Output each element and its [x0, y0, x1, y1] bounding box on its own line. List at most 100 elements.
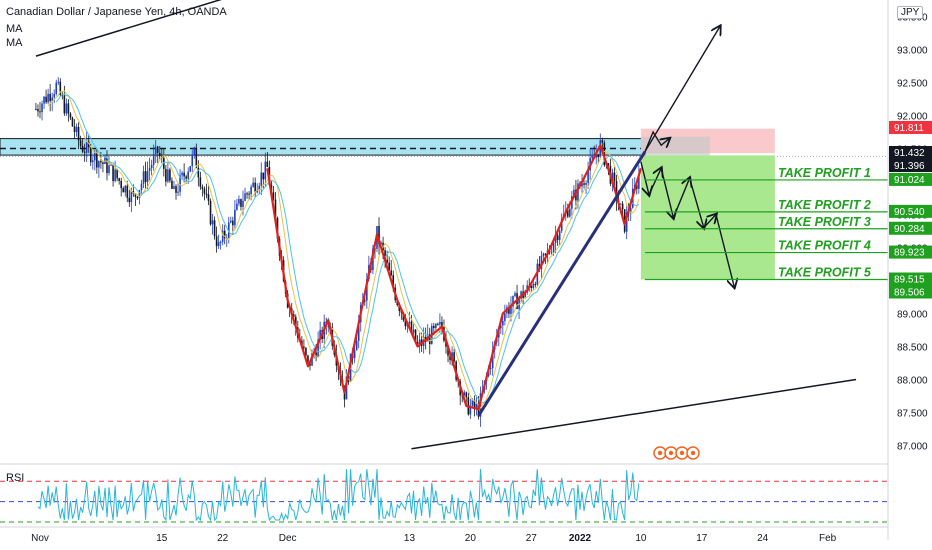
candle-body	[177, 191, 179, 193]
candle-body	[41, 103, 43, 113]
candle-body	[165, 168, 167, 182]
candle-body	[292, 314, 295, 317]
candle-body	[158, 152, 161, 157]
price-badge	[889, 120, 932, 134]
indicator-label-ma-1[interactable]: MA	[6, 23, 23, 35]
time-tick-label: Feb	[819, 533, 837, 544]
candle-body	[583, 183, 585, 185]
candle-body	[211, 220, 214, 225]
candle-body	[197, 167, 200, 178]
candle-body	[514, 293, 516, 296]
candle-body	[404, 320, 407, 327]
position-marker	[640, 136, 710, 156]
candle-body	[475, 403, 478, 408]
candle-body	[244, 193, 246, 201]
candle-body	[35, 108, 37, 110]
candle-body	[378, 225, 380, 245]
candle-body	[156, 146, 159, 153]
candle-body	[106, 157, 108, 174]
candle-body	[219, 241, 222, 243]
candle-body	[315, 352, 317, 357]
candle-body	[524, 292, 526, 299]
candle-body	[625, 212, 628, 232]
candle-body	[390, 270, 392, 276]
candle-body	[266, 161, 269, 168]
candle-body	[502, 320, 504, 326]
candle-body	[471, 399, 474, 406]
candle-body	[410, 321, 413, 333]
candle-body	[108, 165, 110, 174]
candle-body	[258, 185, 261, 190]
time-tick-label: 10	[635, 533, 647, 544]
candle-body	[142, 171, 145, 184]
rsi-label[interactable]: RSI	[6, 472, 25, 484]
rsi-line	[37, 469, 640, 522]
take-profit-label: TAKE PROFIT 3	[778, 215, 871, 229]
candle-body	[203, 188, 206, 194]
candle-body	[53, 93, 56, 98]
candle-body	[357, 322, 360, 341]
candle-body	[408, 321, 411, 324]
candle-body	[463, 392, 466, 396]
candle-body	[67, 103, 70, 114]
candle-body	[254, 182, 256, 193]
candle-body	[71, 117, 74, 127]
candle-body	[577, 183, 579, 201]
price-badge-label: 89.515	[894, 275, 925, 286]
event-icon-dot	[657, 450, 663, 456]
price-axis[interactable]: 87.00087.50088.00088.50089.00089.50090.0…	[887, 0, 932, 550]
forecast-up-arrow	[644, 26, 720, 153]
candle-body	[248, 193, 250, 195]
candle-body	[230, 220, 232, 223]
take-profit-zone	[640, 155, 775, 280]
candle-body	[128, 197, 131, 203]
candle-body	[207, 194, 210, 201]
forecast-zigzag-leg	[715, 214, 734, 288]
time-axis[interactable]: Nov 15 22 Dec 13 20 27 2022 10 17 24 Feb	[0, 526, 888, 544]
candle-body	[187, 171, 189, 179]
candle-body	[638, 174, 640, 189]
take-profit-label: TAKE PROFIT 4	[778, 239, 871, 253]
candle-body	[69, 113, 72, 118]
candle-body	[167, 169, 169, 182]
indicator-label-ma-2[interactable]: MA	[6, 37, 23, 49]
candle-body	[120, 180, 122, 189]
currency-label[interactable]: JPY	[897, 6, 924, 19]
candle-body	[130, 191, 133, 203]
candle-body	[85, 141, 88, 153]
candle-body	[152, 154, 155, 165]
candle-body	[39, 111, 41, 113]
candle-body	[447, 346, 449, 356]
candle-body	[319, 329, 321, 340]
candle-body	[234, 209, 236, 226]
time-tick-label: 15	[156, 533, 168, 544]
candle-body	[169, 169, 171, 181]
candle-body	[221, 230, 224, 242]
candle-body	[150, 164, 153, 168]
candle-body	[75, 126, 78, 132]
ma-cyan-line	[55, 93, 640, 404]
candle-body	[473, 399, 476, 408]
candle-body	[43, 96, 45, 104]
price-badge-label: 89.923	[894, 248, 925, 259]
candle-body	[240, 199, 242, 207]
candle-body	[544, 253, 547, 255]
drawings-layer	[35, 0, 857, 450]
event-icon-dot	[668, 450, 674, 456]
candle-body	[191, 154, 194, 167]
candle-body	[144, 171, 147, 182]
candle-body	[236, 203, 238, 210]
candle-body	[355, 340, 358, 351]
candle-body	[601, 140, 604, 143]
price-badge	[889, 245, 932, 259]
candle-body	[79, 140, 82, 147]
candle-body	[585, 182, 587, 185]
candle-body	[183, 172, 185, 177]
price-tick-label: 87.000	[897, 442, 928, 453]
candle-body	[398, 305, 401, 312]
candle-body	[262, 172, 265, 180]
candle-body	[51, 97, 53, 102]
candle-body	[303, 346, 305, 348]
channel-bottom-line	[411, 378, 857, 450]
